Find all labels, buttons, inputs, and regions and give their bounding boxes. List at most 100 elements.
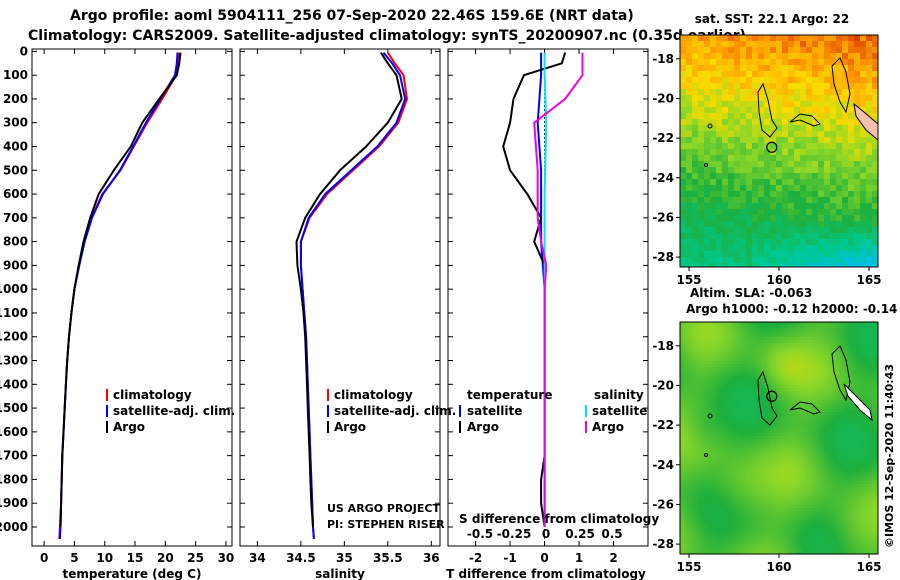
map-cell bbox=[872, 215, 878, 222]
map-cell bbox=[836, 349, 840, 353]
map-cell bbox=[869, 364, 873, 368]
map-cell bbox=[812, 445, 816, 449]
map-cell bbox=[773, 463, 777, 467]
map-cell bbox=[686, 95, 693, 102]
map-cell bbox=[797, 472, 801, 476]
map-cell bbox=[716, 221, 723, 228]
map-cell bbox=[728, 367, 732, 371]
map-cell bbox=[845, 367, 849, 371]
map-cell bbox=[815, 445, 819, 449]
map-cell bbox=[764, 397, 768, 401]
map-cell bbox=[797, 328, 801, 332]
map-cell bbox=[731, 424, 735, 428]
map-cell bbox=[770, 358, 774, 362]
map-cell bbox=[722, 367, 726, 371]
map-cell bbox=[815, 451, 819, 455]
map-cell bbox=[716, 257, 723, 264]
map-cell bbox=[704, 173, 711, 180]
map-cell bbox=[773, 328, 777, 332]
map-cell bbox=[806, 370, 810, 374]
map-cell bbox=[737, 352, 741, 356]
map-cell bbox=[806, 427, 810, 431]
map-cell bbox=[692, 448, 696, 452]
map-cell bbox=[776, 239, 783, 246]
map-cell bbox=[680, 41, 687, 48]
map-cell bbox=[710, 77, 717, 84]
map-cell bbox=[791, 349, 795, 353]
map-cell bbox=[722, 439, 726, 443]
map-cell bbox=[740, 400, 744, 404]
map-cell bbox=[785, 427, 789, 431]
map-cell bbox=[695, 418, 699, 422]
map-cell bbox=[707, 391, 711, 395]
map-cell bbox=[830, 403, 834, 407]
map-cell bbox=[818, 203, 825, 210]
map-cell bbox=[758, 427, 762, 431]
map-cell bbox=[833, 355, 837, 359]
map-cell bbox=[686, 361, 690, 365]
map-cell bbox=[683, 322, 687, 326]
map-cell bbox=[854, 379, 858, 383]
map-cell bbox=[794, 403, 798, 407]
map-cell bbox=[818, 83, 825, 90]
map-cell bbox=[716, 349, 720, 353]
map-cell bbox=[710, 421, 714, 425]
map-cell bbox=[782, 47, 789, 54]
map-cell bbox=[734, 161, 741, 168]
map-cell bbox=[785, 388, 789, 392]
map-cell bbox=[812, 358, 816, 362]
map-cell bbox=[770, 257, 777, 264]
legend-label-satellite: satellite-adj. clim. bbox=[113, 404, 235, 418]
map-cell bbox=[752, 463, 756, 467]
map-cell bbox=[782, 367, 786, 371]
map-cell bbox=[770, 415, 774, 419]
map-cell bbox=[842, 466, 846, 470]
map-cell bbox=[722, 421, 726, 425]
map-cell bbox=[686, 460, 690, 464]
map-cell bbox=[722, 382, 726, 386]
map-cell bbox=[818, 325, 822, 329]
map-cell bbox=[734, 343, 738, 347]
map-cell bbox=[722, 343, 726, 347]
map-cell bbox=[746, 451, 750, 455]
map-cell bbox=[698, 385, 702, 389]
map-cell bbox=[872, 161, 878, 168]
map-cell bbox=[809, 349, 813, 353]
map-cell bbox=[734, 421, 738, 425]
map-cell bbox=[767, 451, 771, 455]
map-cell bbox=[710, 349, 714, 353]
map-cell bbox=[821, 373, 825, 377]
map-cell bbox=[824, 143, 831, 150]
map-cell bbox=[818, 337, 822, 341]
map-cell bbox=[746, 343, 750, 347]
map-cell bbox=[767, 337, 771, 341]
map-cell bbox=[692, 47, 699, 54]
map-cell bbox=[788, 143, 795, 150]
map-cell bbox=[818, 427, 822, 431]
map-cell bbox=[758, 239, 765, 246]
map-cell bbox=[860, 337, 864, 341]
map-cell bbox=[830, 173, 837, 180]
map-cell bbox=[710, 382, 714, 386]
map-cell bbox=[821, 442, 825, 446]
map-cell bbox=[680, 161, 687, 168]
map-cell bbox=[827, 409, 831, 413]
map-cell bbox=[770, 185, 777, 192]
map-cell bbox=[806, 454, 810, 458]
map-cell bbox=[794, 215, 801, 222]
map-cell bbox=[683, 418, 687, 422]
map-cell bbox=[824, 334, 828, 338]
map-cell bbox=[827, 442, 831, 446]
map-cell bbox=[692, 382, 696, 386]
map-cell bbox=[689, 352, 693, 356]
map-cell bbox=[860, 221, 867, 228]
map-cell bbox=[776, 379, 780, 383]
map-cell bbox=[866, 71, 873, 78]
map-cell bbox=[698, 173, 705, 180]
map-cell bbox=[812, 149, 819, 156]
map-cell bbox=[698, 358, 702, 362]
map-cell bbox=[863, 322, 867, 326]
map-cell bbox=[797, 343, 801, 347]
map-cell bbox=[833, 436, 837, 440]
map-cell bbox=[866, 167, 873, 174]
